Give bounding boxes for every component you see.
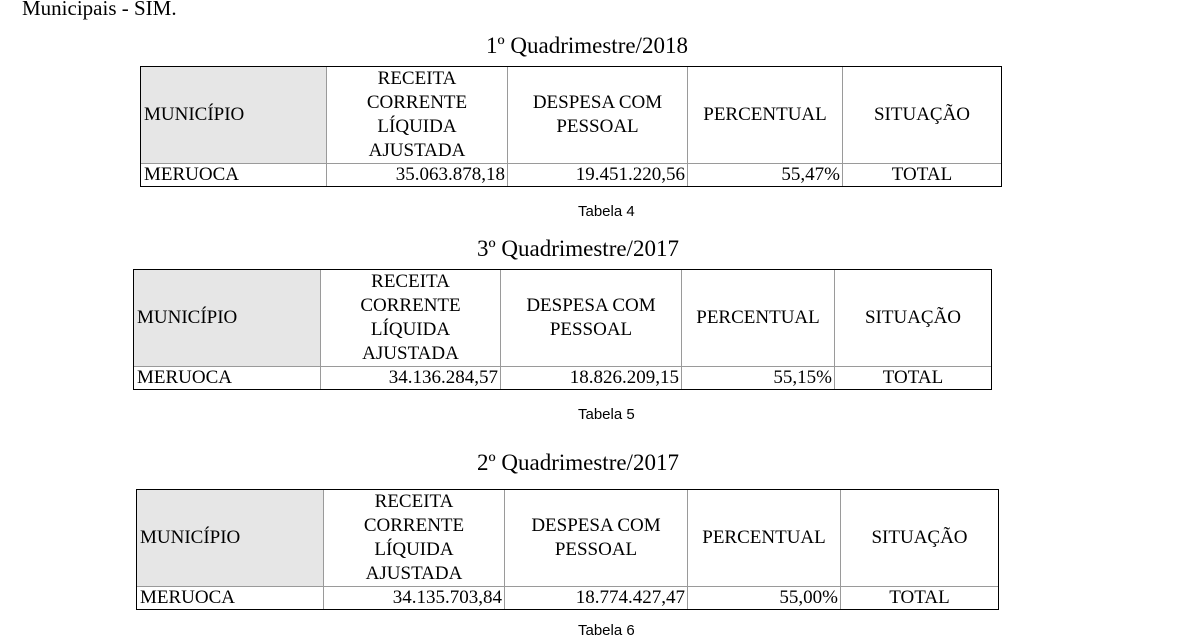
table-5-caption: 3º Quadrimestre/2017 <box>477 236 679 261</box>
header-despesa-text: DESPESA COM PESSOAL <box>526 295 656 340</box>
header-despesa: DESPESA COM PESSOAL <box>507 66 688 164</box>
table-4-caption: 1º Quadrimestre/2018 <box>486 33 688 58</box>
cell-despesa: 18.774.427,47 <box>504 586 688 610</box>
cell-despesa: 18.826.209,15 <box>500 366 682 390</box>
header-receita: RECEITA CORRENTE LÍQUIDA AJUSTADA <box>323 489 505 587</box>
header-situacao: SITUAÇÃO <box>840 489 999 587</box>
cell-situacao: TOTAL <box>834 366 992 390</box>
header-situacao: SITUAÇÃO <box>834 269 992 367</box>
header-percentual: PERCENTUAL <box>687 489 841 587</box>
header-despesa: DESPESA COM PESSOAL <box>504 489 688 587</box>
header-percentual: PERCENTUAL <box>681 269 835 367</box>
table-row: MERUOCA 34.135.703,84 18.774.427,47 55,0… <box>136 586 999 610</box>
header-despesa: DESPESA COM PESSOAL <box>500 269 682 367</box>
table-6: MUNICÍPIO RECEITA CORRENTE LÍQUIDA AJUST… <box>136 489 999 610</box>
table-5-label: Tabela 5 <box>578 406 635 423</box>
header-receita: RECEITA CORRENTE LÍQUIDA AJUSTADA <box>320 269 501 367</box>
table-5: MUNICÍPIO RECEITA CORRENTE LÍQUIDA AJUST… <box>133 269 992 390</box>
cell-municipio: MERUOCA <box>136 586 324 610</box>
header-municipio: MUNICÍPIO <box>133 269 321 367</box>
cell-situacao: TOTAL <box>840 586 999 610</box>
intro-text: Municipais - SIM. <box>22 0 177 20</box>
header-receita-text: RECEITA CORRENTE LÍQUIDA AJUSTADA <box>360 271 461 364</box>
table-row: MERUOCA 34.136.284,57 18.826.209,15 55,1… <box>133 366 992 390</box>
header-municipio: MUNICÍPIO <box>136 489 324 587</box>
table-4-label: Tabela 4 <box>578 203 635 220</box>
table-6-caption: 2º Quadrimestre/2017 <box>477 450 679 475</box>
table-6-label: Tabela 6 <box>578 622 635 639</box>
cell-percentual: 55,15% <box>681 366 835 390</box>
header-receita-text: RECEITA CORRENTE LÍQUIDA AJUSTADA <box>363 491 465 584</box>
cell-receita: 34.135.703,84 <box>323 586 505 610</box>
header-municipio: MUNICÍPIO <box>140 66 327 164</box>
table-4: MUNICÍPIO RECEITA CORRENTE LÍQUIDA AJUST… <box>140 66 1002 187</box>
cell-percentual: 55,00% <box>687 586 841 610</box>
cell-municipio: MERUOCA <box>140 163 327 187</box>
header-despesa-text: DESPESA COM PESSOAL <box>532 92 663 137</box>
header-despesa-text: DESPESA COM PESSOAL <box>531 515 661 560</box>
header-situacao: SITUAÇÃO <box>842 66 1002 164</box>
header-receita: RECEITA CORRENTE LÍQUIDA AJUSTADA <box>326 66 508 164</box>
table-header-row: MUNICÍPIO RECEITA CORRENTE LÍQUIDA AJUST… <box>133 269 992 367</box>
table-header-row: MUNICÍPIO RECEITA CORRENTE LÍQUIDA AJUST… <box>140 66 1002 164</box>
cell-situacao: TOTAL <box>842 163 1002 187</box>
header-receita-text: RECEITA CORRENTE LÍQUIDA AJUSTADA <box>366 68 468 161</box>
table-header-row: MUNICÍPIO RECEITA CORRENTE LÍQUIDA AJUST… <box>136 489 999 587</box>
cell-receita: 35.063.878,18 <box>326 163 508 187</box>
cell-receita: 34.136.284,57 <box>320 366 501 390</box>
cell-despesa: 19.451.220,56 <box>507 163 688 187</box>
header-percentual: PERCENTUAL <box>687 66 843 164</box>
table-row: MERUOCA 35.063.878,18 19.451.220,56 55,4… <box>140 163 1002 187</box>
cell-municipio: MERUOCA <box>133 366 321 390</box>
cell-percentual: 55,47% <box>687 163 843 187</box>
